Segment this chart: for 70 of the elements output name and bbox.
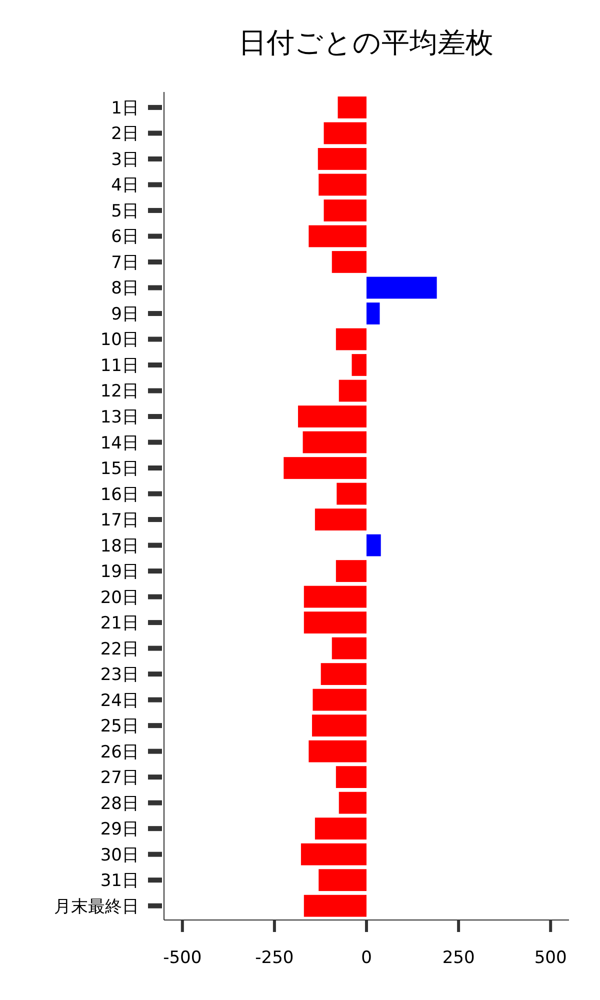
x-tick-label: -250 bbox=[255, 948, 294, 968]
y-tick-label: 28日 bbox=[100, 794, 139, 814]
y-tick-label: 6日 bbox=[111, 227, 139, 248]
bar bbox=[332, 637, 366, 660]
y-tick-label: 18日 bbox=[100, 536, 139, 556]
y-tick-label: 29日 bbox=[100, 820, 139, 840]
bar bbox=[318, 148, 366, 170]
bar bbox=[336, 482, 366, 505]
bar bbox=[336, 766, 366, 788]
y-tick-label: 11日 bbox=[100, 356, 139, 376]
y-tick-label: 30日 bbox=[100, 845, 139, 866]
y-tick-label: 25日 bbox=[100, 716, 139, 737]
bar bbox=[312, 688, 366, 711]
y-tick-label: 1日 bbox=[111, 98, 139, 118]
y-tick-label: 月末最終日 bbox=[54, 896, 139, 917]
bar bbox=[324, 200, 366, 222]
bar bbox=[332, 251, 366, 273]
bar bbox=[304, 586, 366, 608]
bar bbox=[318, 174, 366, 196]
bar bbox=[338, 792, 366, 814]
y-tick-label: 19日 bbox=[100, 562, 139, 582]
y-tick-label: 9日 bbox=[111, 304, 139, 324]
y-tick-label: 22日 bbox=[100, 639, 139, 660]
bar bbox=[300, 843, 366, 866]
y-tick-label: 21日 bbox=[100, 614, 139, 634]
bar bbox=[324, 122, 366, 144]
y-tick-label: 3日 bbox=[111, 150, 139, 170]
bar bbox=[304, 612, 366, 634]
y-tick-label: 2日 bbox=[111, 124, 139, 144]
y-tick-label: 23日 bbox=[100, 665, 139, 686]
x-tick-label: 0 bbox=[361, 948, 372, 968]
bar bbox=[366, 534, 381, 556]
chart-title: 日付ごとの平均差枚 bbox=[238, 26, 494, 59]
y-tick-label: 7日 bbox=[111, 252, 139, 273]
y-tick-label: 5日 bbox=[111, 201, 139, 222]
y-tick-label: 17日 bbox=[100, 510, 139, 531]
y-tick-label: 27日 bbox=[100, 768, 139, 788]
bar bbox=[336, 328, 366, 350]
y-tick-label: 8日 bbox=[111, 278, 139, 299]
bar bbox=[320, 663, 366, 685]
bar bbox=[284, 457, 366, 479]
y-tick-label: 16日 bbox=[100, 484, 139, 505]
y-tick-label: 31日 bbox=[100, 871, 139, 892]
y-tick-label: 10日 bbox=[100, 330, 139, 350]
x-tick-label: -500 bbox=[163, 948, 202, 968]
bar bbox=[298, 406, 366, 428]
bar bbox=[312, 714, 366, 736]
x-tick-label: 500 bbox=[534, 948, 567, 968]
y-tick-label: 14日 bbox=[100, 433, 139, 454]
bar bbox=[318, 869, 366, 892]
bar bbox=[366, 276, 437, 299]
bar bbox=[338, 96, 366, 118]
bar bbox=[304, 894, 366, 917]
bar bbox=[308, 225, 366, 248]
y-tick-label: 13日 bbox=[100, 408, 139, 428]
bar bbox=[308, 740, 366, 762]
bar bbox=[302, 431, 366, 454]
bar bbox=[352, 354, 366, 376]
bar bbox=[338, 380, 366, 402]
bar bbox=[314, 818, 366, 840]
y-tick-label: 26日 bbox=[100, 742, 139, 762]
bar bbox=[336, 560, 366, 582]
y-tick-label: 24日 bbox=[100, 690, 139, 711]
y-tick-label: 15日 bbox=[100, 459, 139, 480]
bar bbox=[314, 508, 366, 530]
x-tick-label: 250 bbox=[442, 948, 475, 968]
y-tick-label: 12日 bbox=[100, 382, 139, 402]
y-tick-label: 4日 bbox=[111, 176, 139, 196]
y-tick-label: 20日 bbox=[100, 588, 139, 608]
bar bbox=[366, 302, 380, 324]
